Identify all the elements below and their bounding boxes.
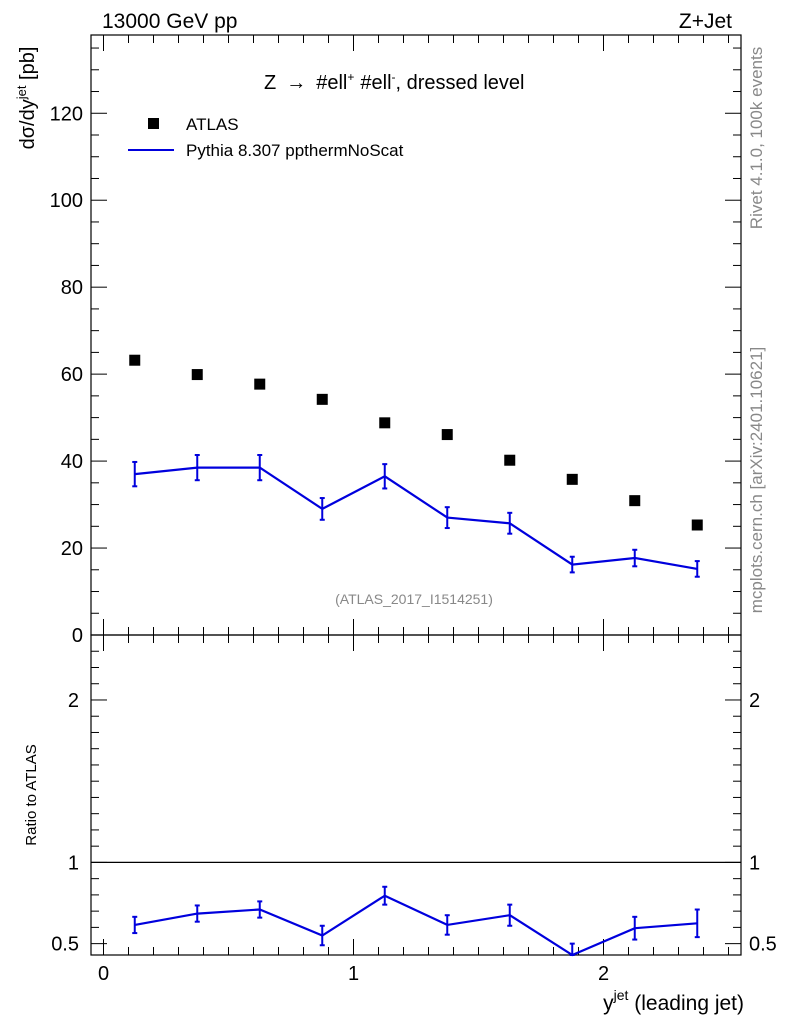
- ratio-y-ticks: 0.5 0.5 1 1 2 2: [51, 650, 777, 956]
- main-y-tick-label: 100: [50, 190, 83, 212]
- atlas-data-point: [441, 429, 453, 441]
- y-label-sup: jet: [14, 85, 29, 100]
- header-process-label: Z+Jet: [679, 10, 732, 33]
- ratio-y-tick-label-right: 1: [749, 852, 760, 874]
- x-tick-label: 2: [598, 963, 609, 985]
- atlas-data-point: [629, 495, 641, 507]
- ratio-y-axis-label: Ratio to ATLAS: [23, 744, 40, 845]
- ratio-y-tick-label-left: 1: [68, 852, 79, 874]
- header-energy-label: 13000 GeV pp: [102, 10, 237, 33]
- source-url-label: mcplots.cern.ch [arXiv:2401.10621]: [747, 347, 766, 613]
- x-axis-label: yjet (leading jet): [603, 987, 744, 1015]
- main-y-tick-label: 80: [61, 277, 83, 299]
- main-y-ticks: 0 20 40 60 80 100 120: [50, 47, 741, 647]
- y-label-unit: [pb]: [17, 47, 39, 86]
- ratio-y-tick-label-left: 2: [68, 690, 79, 712]
- main-y-tick-label: 120: [50, 103, 83, 125]
- analysis-id-watermark: (ATLAS_2017_I1514251): [335, 591, 493, 607]
- main-y-tick-label: 60: [61, 364, 83, 386]
- ratio-series-line: [134, 894, 698, 957]
- main-y-tick-label: 20: [61, 538, 83, 560]
- main-y-axis-label: dσ/dyjet [pb]: [14, 47, 39, 150]
- main-y-tick-label: 0: [72, 625, 83, 647]
- main-mc-series: [132, 454, 700, 578]
- atlas-data-point: [129, 354, 141, 366]
- x-tick-label: 1: [348, 963, 359, 985]
- ratio-y-tick-label-right: 2: [749, 690, 760, 712]
- mc-series-line: [134, 466, 698, 570]
- main-plot-title: Z → #ell+ #ell-, dressed level: [264, 70, 524, 94]
- atlas-data-point: [691, 519, 703, 531]
- legend-atlas-marker: [148, 118, 159, 129]
- ratio-mc-series: [132, 885, 700, 957]
- rivet-version-label: Rivet 4.1.0, 100k events: [747, 47, 766, 229]
- main-atlas-series: [129, 354, 703, 531]
- x-tick-label: 0: [98, 963, 109, 985]
- atlas-data-point: [566, 473, 578, 485]
- ratio-y-tick-label-right: 0.5: [749, 934, 777, 956]
- atlas-data-point: [379, 417, 391, 429]
- ratio-y-tick-label-left: 0.5: [51, 934, 79, 956]
- atlas-data-point: [254, 378, 266, 390]
- y-label-base: dσ/dy: [17, 99, 39, 149]
- legend-mc-label: Pythia 8.307 ppthermNoScat: [186, 141, 404, 160]
- ratio-panel-frame: [90, 634, 742, 956]
- atlas-data-point: [316, 393, 328, 405]
- x-ticks: 0 1 2: [98, 35, 729, 985]
- atlas-data-point: [504, 454, 516, 466]
- main-y-tick-label: 40: [61, 451, 83, 473]
- legend-atlas-label: ATLAS: [186, 115, 239, 134]
- atlas-data-point: [191, 369, 203, 381]
